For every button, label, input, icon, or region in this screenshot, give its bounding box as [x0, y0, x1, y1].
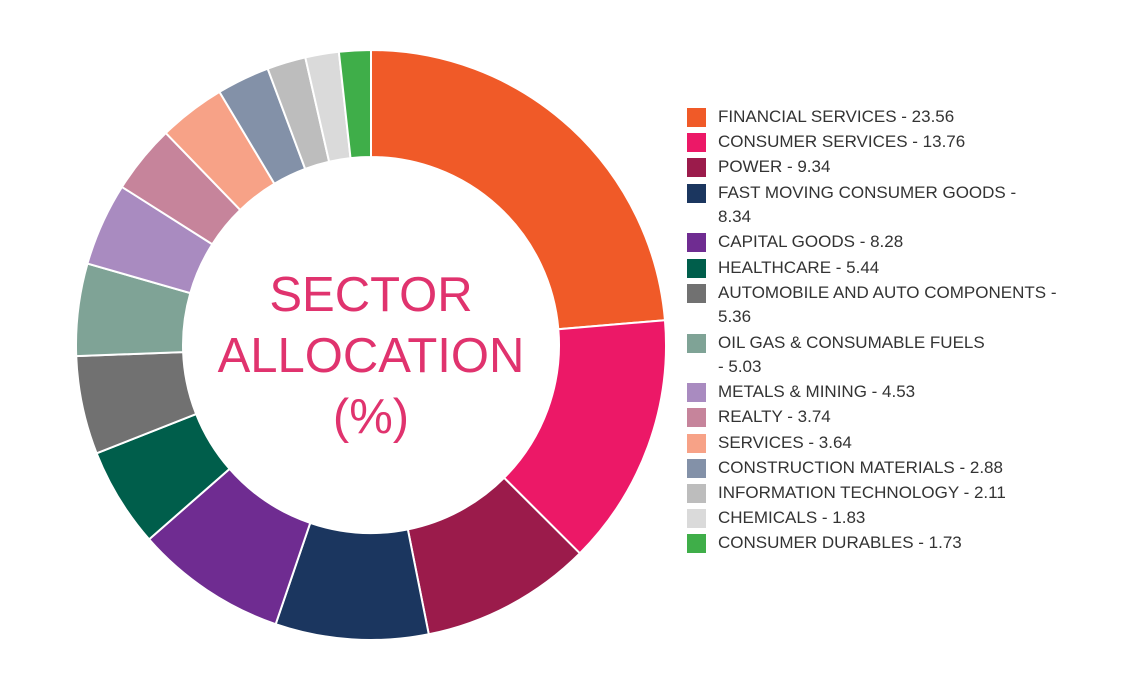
legend-swatch	[687, 183, 706, 203]
legend-label: INFORMATION TECHNOLOGY - 2.11	[718, 483, 1006, 503]
slice-consumer-durables	[337, 48, 372, 160]
legend-swatch	[687, 158, 706, 178]
legend-item: SERVICES - 3.64	[687, 431, 1056, 456]
chart-title: SECTOR ALLOCATION (%)	[171, 265, 571, 448]
legend-item: CONSUMER SERVICES - 13.76	[687, 130, 1056, 155]
legend-swatch	[687, 433, 706, 453]
legend-label: HEALTHCARE - 5.44	[718, 257, 880, 277]
chart-title-line: ALLOCATION	[217, 329, 525, 383]
legend-item: FINANCIAL SERVICES - 23.56	[687, 105, 1056, 130]
legend-label: AUTOMOBILE AND AUTO COMPONENTS - 5.36	[718, 282, 1057, 327]
legend-item: REALTY - 3.74	[687, 405, 1056, 430]
legend-label: CONSTRUCTION MATERIALS - 2.88	[718, 457, 1003, 477]
legend-item: CAPITAL GOODS - 8.28	[687, 230, 1056, 255]
legend-swatch	[687, 133, 706, 153]
legend-item: HEALTHCARE - 5.44	[687, 256, 1056, 281]
legend-label: CONSUMER SERVICES - 13.76	[718, 132, 966, 152]
legend-label: POWER - 9.34	[718, 157, 831, 177]
legend-label: REALTY - 3.74	[718, 407, 831, 427]
legend-label: OIL GAS & CONSUMABLE FUELS - 5.03	[718, 332, 985, 377]
legend-swatch	[687, 458, 706, 478]
legend-swatch	[687, 108, 706, 127]
legend-item: POWER - 9.34	[687, 155, 1056, 180]
legend-item: METALS & MINING - 4.53	[687, 380, 1056, 405]
legend-swatch	[687, 283, 706, 303]
legend-item: CHEMICALS - 1.83	[687, 506, 1056, 531]
legend-swatch	[687, 333, 706, 353]
legend-swatch	[687, 484, 706, 504]
legend-item: CONSTRUCTION MATERIALS - 2.88	[687, 456, 1056, 481]
legend-label: CONSUMER DURABLES - 1.73	[718, 533, 962, 553]
slice-financial-services	[370, 48, 667, 331]
legend-swatch	[687, 383, 706, 403]
legend-label: CAPITAL GOODS - 8.28	[718, 232, 904, 252]
legend-item: OIL GAS & CONSUMABLE FUELS - 5.03	[687, 331, 1056, 380]
legend-item: AUTOMOBILE AND AUTO COMPONENTS - 5.36	[687, 281, 1056, 330]
legend-swatch	[687, 509, 706, 529]
chart-title-line: (%)	[332, 390, 410, 444]
legend-label: CHEMICALS - 1.83	[718, 508, 866, 528]
legend-label: METALS & MINING - 4.53	[718, 382, 916, 402]
legend-label: FAST MOVING CONSUMER GOODS - 8.34	[718, 182, 1017, 227]
legend-swatch	[687, 233, 706, 253]
legend-swatch	[687, 534, 706, 554]
chart-title-line: SECTOR	[269, 268, 473, 322]
donut-chart	[75, 48, 667, 641]
legend-swatch	[687, 408, 706, 428]
legend-label: SERVICES - 3.64	[718, 432, 852, 452]
legend-item: INFORMATION TECHNOLOGY - 2.11	[687, 481, 1056, 506]
legend: FINANCIAL SERVICES - 23.56 CONSUMER SERVI…	[687, 105, 1056, 557]
legend-swatch	[687, 258, 706, 278]
legend-item: FAST MOVING CONSUMER GOODS - 8.34	[687, 181, 1056, 230]
legend-item: CONSUMER DURABLES - 1.73	[687, 531, 1056, 556]
legend-label: FINANCIAL SERVICES - 23.56	[718, 107, 955, 126]
